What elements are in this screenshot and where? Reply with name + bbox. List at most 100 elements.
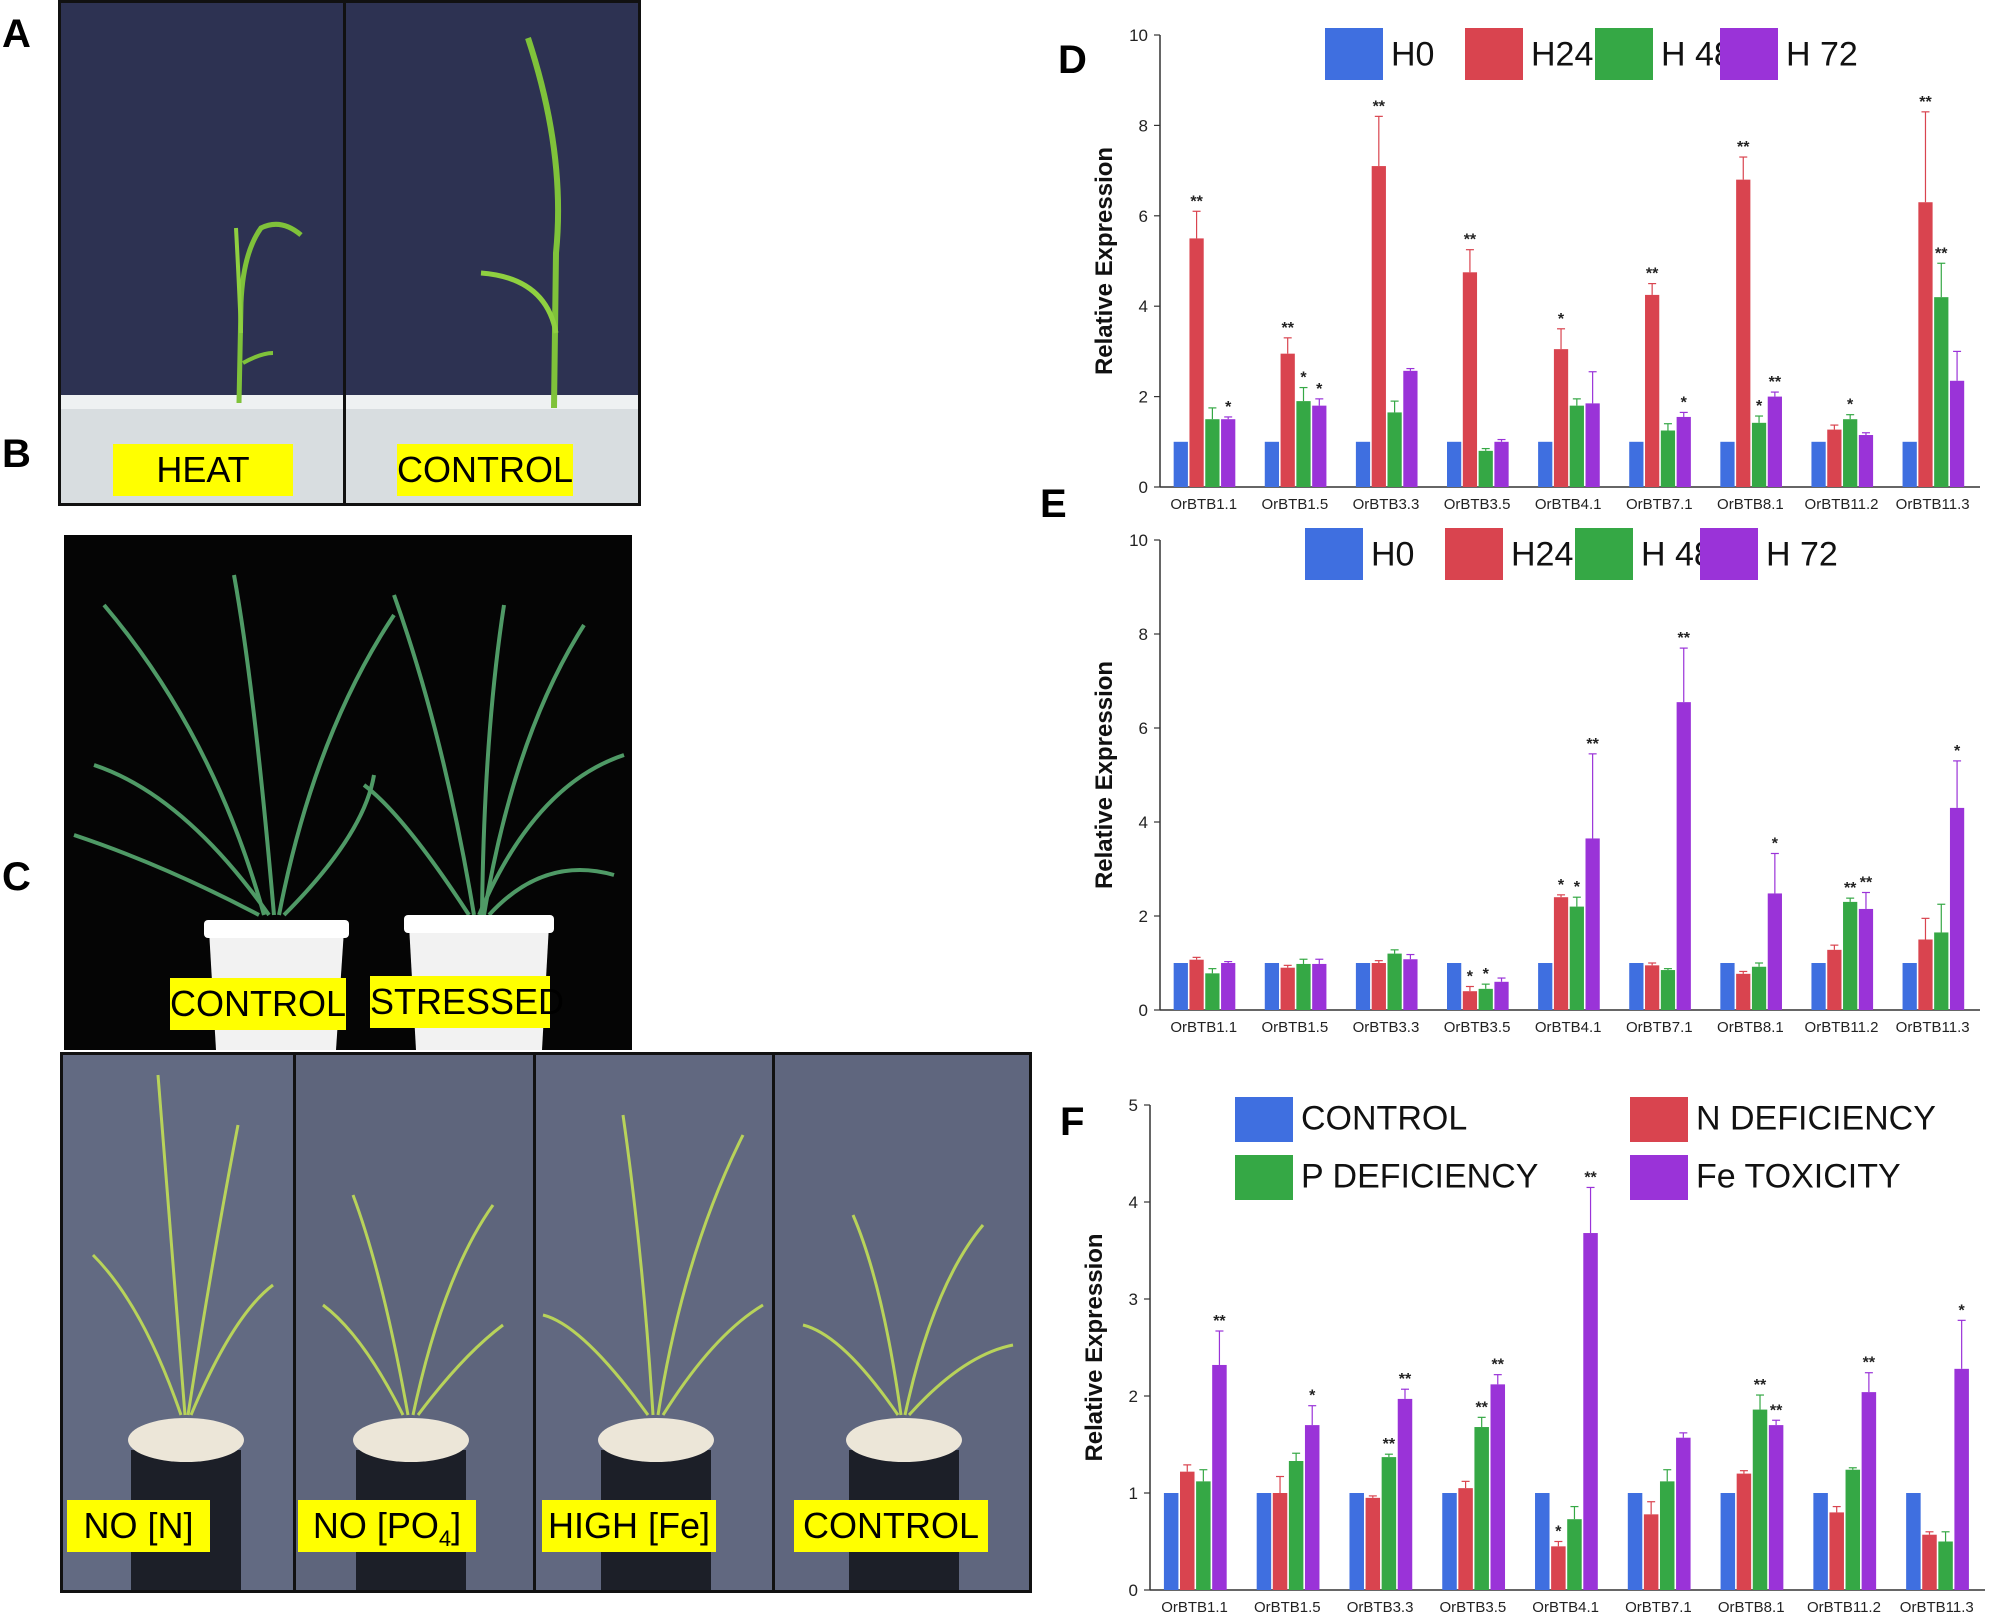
bar-p-deficiency: [1288, 1460, 1304, 1590]
legend-swatch: [1235, 1155, 1293, 1200]
bar-h24: [1827, 429, 1842, 487]
bar-fe-toxicity: [1954, 1368, 1969, 1590]
bar-h-72: [1767, 893, 1782, 1010]
bar-h0: [1173, 963, 1188, 1010]
category-label: OrBTB4.1: [1535, 1019, 1602, 1036]
bar-h-72: [1676, 702, 1691, 1010]
category-label: OrBTB1.1: [1161, 1599, 1228, 1615]
category-label: OrBTB3.5: [1440, 1599, 1507, 1615]
legend-swatch: [1235, 1097, 1293, 1142]
bar-h24: [1553, 349, 1569, 487]
legend-swatch: [1325, 28, 1383, 80]
category-label: OrBTB7.1: [1626, 496, 1693, 513]
significance-mark: **: [1464, 232, 1477, 249]
significance-mark: *: [1316, 381, 1323, 398]
category-label: OrBTB11.2: [1805, 1019, 1879, 1036]
bar-h0: [1629, 441, 1644, 487]
legend-label: Fe TOXICITY: [1696, 1157, 1901, 1195]
legend-label: CONTROL: [1301, 1099, 1467, 1137]
bar-h0: [1902, 441, 1917, 487]
bar-h-48: [1751, 422, 1767, 487]
bar-h0: [1173, 441, 1188, 487]
significance-mark: **: [1935, 245, 1948, 262]
panel-letter-a: A: [2, 12, 31, 56]
legend-swatch: [1720, 28, 1778, 80]
significance-mark: **: [1492, 1357, 1505, 1374]
legend-label: H 72: [1786, 35, 1858, 73]
bar-h24: [1918, 202, 1933, 488]
bar-h0: [1811, 963, 1826, 1010]
significance-mark: **: [1475, 1399, 1488, 1416]
panel-letter-c: C: [2, 855, 31, 899]
bar-fe-toxicity: [1861, 1392, 1877, 1590]
category-label: OrBTB1.1: [1170, 496, 1237, 513]
bar-h24: [1645, 965, 1660, 1010]
y-tick-label: 0: [1139, 478, 1148, 497]
bar-p-deficiency: [1567, 1519, 1582, 1590]
bar-h-48: [1843, 419, 1858, 487]
bar-h-72: [1949, 807, 1965, 1010]
category-label: OrBTB3.5: [1444, 496, 1511, 513]
category-label: OrBTB1.5: [1262, 1019, 1329, 1036]
category-label: OrBTB3.3: [1353, 496, 1420, 513]
significance-mark: *: [1309, 1388, 1316, 1405]
legend-swatch: [1305, 528, 1363, 580]
bar-h-72: [1494, 441, 1509, 487]
category-label: OrBTB7.1: [1626, 1019, 1693, 1036]
significance-mark: **: [1769, 374, 1782, 391]
bar-control: [1349, 1493, 1364, 1590]
significance-mark: **: [1646, 266, 1659, 283]
bar-control: [1813, 1493, 1828, 1590]
bar-h0: [1355, 963, 1371, 1010]
bar-h-48: [1296, 401, 1311, 487]
y-tick-label: 1: [1129, 1484, 1138, 1503]
legend-label: P DEFICIENCY: [1301, 1157, 1538, 1195]
panel-letter-d: D: [1058, 38, 1087, 82]
significance-mark: *: [1483, 966, 1490, 983]
bar-h0: [1720, 441, 1735, 487]
bar-h-48: [1478, 988, 1493, 1010]
category-label: OrBTB3.3: [1353, 1019, 1420, 1036]
bar-h-48: [1569, 405, 1584, 487]
bar-n-deficiency: [1458, 1488, 1473, 1590]
category-label: OrBTB4.1: [1535, 496, 1602, 513]
significance-mark: **: [1190, 193, 1203, 210]
label-high-fe: HIGH [Fe]: [542, 1500, 716, 1552]
y-tick-label: 0: [1129, 1581, 1138, 1600]
bar-h-48: [1387, 412, 1402, 487]
bar-n-deficiency: [1272, 1493, 1288, 1590]
significance-mark: **: [1863, 1355, 1876, 1372]
y-tick-label: 6: [1139, 207, 1148, 226]
bar-fe-toxicity: [1583, 1233, 1598, 1590]
bar-h0: [1629, 963, 1644, 1010]
category-label: OrBTB11.3: [1896, 496, 1970, 513]
significance-mark: **: [1754, 1377, 1767, 1394]
legend-swatch: [1700, 528, 1758, 580]
bar-control: [1627, 1493, 1643, 1590]
y-tick-label: 4: [1139, 813, 1148, 832]
category-label: OrBTB3.5: [1444, 1019, 1511, 1036]
y-axis-label: Relative Expression: [1091, 661, 1118, 889]
y-axis-label: Relative Expression: [1091, 147, 1118, 375]
significance-mark: **: [1281, 320, 1294, 337]
bar-h0: [1811, 441, 1826, 487]
bar-h24: [1371, 963, 1386, 1010]
category-label: OrBTB8.1: [1718, 1599, 1785, 1615]
category-label: OrBTB8.1: [1717, 1019, 1784, 1036]
bar-p-deficiency: [1196, 1481, 1211, 1590]
bar-control: [1720, 1493, 1736, 1590]
bar-h-48: [1296, 963, 1311, 1010]
bar-n-deficiency: [1365, 1497, 1381, 1590]
significance-mark: *: [1467, 969, 1474, 986]
y-tick-label: 8: [1139, 625, 1148, 644]
bar-n-deficiency: [1736, 1473, 1752, 1590]
bar-fe-toxicity: [1676, 1437, 1691, 1590]
significance-mark: **: [1844, 880, 1857, 897]
bar-h-72: [1221, 419, 1236, 487]
category-label: OrBTB11.2: [1807, 1599, 1881, 1615]
y-tick-label: 10: [1129, 531, 1148, 550]
y-tick-label: 6: [1139, 719, 1148, 738]
y-axis-label: Relative Expression: [1081, 1233, 1108, 1461]
bar-control: [1163, 1493, 1179, 1590]
